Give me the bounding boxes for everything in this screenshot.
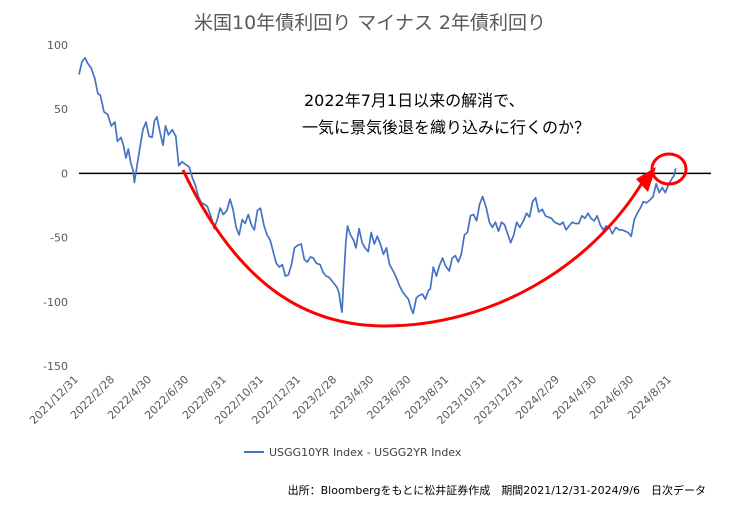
y-axis: 100 50 0 -50 -100 -150	[43, 39, 68, 373]
y-tick-label: 50	[54, 103, 68, 116]
chart-title: 米国10年債利回り マイナス 2年債利回り	[194, 12, 546, 34]
source-note: 出所：Bloombergをもとに松井証券作成 期間2021/12/31-2024…	[288, 483, 706, 497]
series-line	[78, 56, 677, 315]
trend-curve-annotation	[181, 169, 644, 328]
highlight-circle	[650, 152, 688, 186]
x-axis: 2021/12/312022/2/282022/4/302022/6/30202…	[27, 373, 674, 427]
legend-label: USGG10YR Index - USGG2YR Index	[269, 446, 462, 459]
annotation-line-2: 一気に景気後退を織り込みに行くのか？	[302, 118, 590, 137]
y-tick-label: -50	[50, 232, 68, 245]
y-tick-label: 100	[47, 39, 68, 52]
y-tick-label: 0	[61, 167, 68, 180]
annotation-line-1: 2022年7月1日以来の解消で、	[304, 91, 524, 110]
series-group	[78, 56, 677, 315]
y-tick-label: -150	[43, 360, 68, 373]
arrow-head	[636, 167, 656, 192]
y-tick-label: -100	[43, 296, 68, 309]
legend: USGG10YR Index - USGG2YR Index	[244, 446, 462, 459]
